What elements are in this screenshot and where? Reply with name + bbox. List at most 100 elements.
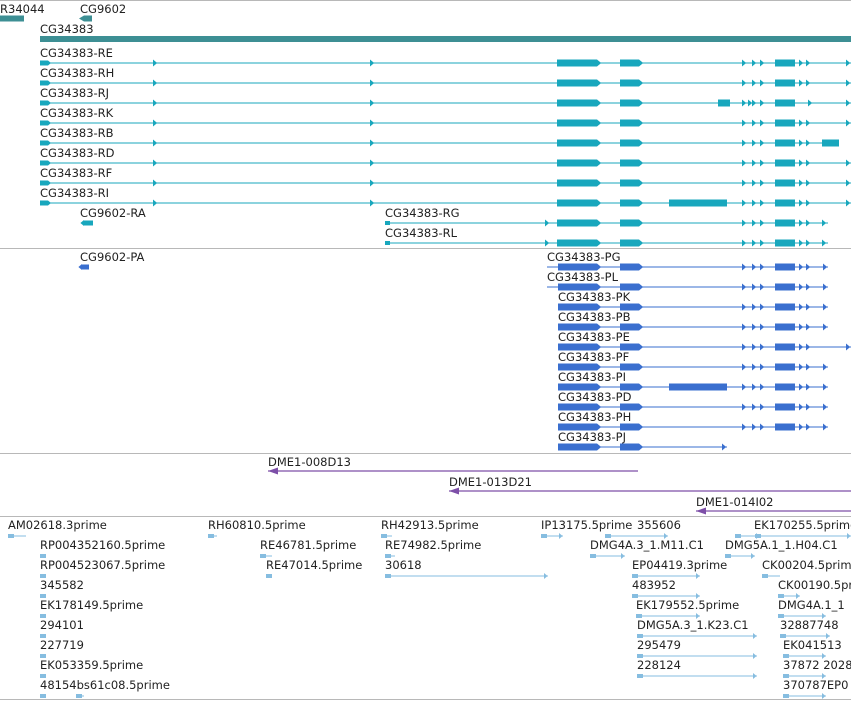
- bac-clone-label[interactable]: DME1-008D13: [268, 455, 351, 469]
- est-label[interactable]: 32887748: [780, 618, 839, 632]
- strand-arrow-right-icon: [806, 263, 811, 271]
- est-label[interactable]: IP13175.5prime: [541, 518, 632, 532]
- exon-block: [735, 534, 741, 538]
- strand-arrow-right-icon: [826, 633, 830, 639]
- strand-arrow-right-icon: [799, 79, 804, 87]
- transcript-label[interactable]: CG34383-RH: [40, 66, 114, 80]
- strand-arrow-right-icon: [48, 160, 51, 166]
- transcript-label[interactable]: CG34383-RL: [385, 226, 458, 240]
- strand-arrow-right-icon: [752, 219, 757, 227]
- strand-arrow-right-icon: [597, 363, 602, 371]
- protein-label[interactable]: CG9602-PA: [80, 250, 145, 264]
- est-label[interactable]: CK00190.5prime: [778, 578, 851, 592]
- est-label[interactable]: 355606: [637, 518, 681, 532]
- exon-block: [76, 694, 82, 698]
- transcript-label[interactable]: CG34383-RF: [40, 166, 112, 180]
- strand-arrow-right-icon: [753, 633, 757, 639]
- est-label[interactable]: EK041513: [783, 638, 842, 652]
- transcript-label[interactable]: CG34383-RE: [40, 46, 113, 60]
- est-label[interactable]: EK179552.5prime: [636, 598, 739, 612]
- transcript-label[interactable]: CG9602-RA: [80, 206, 146, 220]
- strand-arrow-right-icon: [639, 179, 644, 187]
- est-label[interactable]: CK00204.5prime: [762, 558, 851, 572]
- strand-arrow-right-icon: [752, 179, 757, 187]
- transcript-label[interactable]: CG34383-RI: [40, 186, 109, 200]
- protein-label[interactable]: CG34383-PG: [547, 250, 621, 264]
- est-label[interactable]: RE46781.5prime: [260, 538, 356, 552]
- est-label[interactable]: DMG4A.1_1: [778, 598, 845, 612]
- est-label[interactable]: EP04419.3prime: [632, 558, 727, 572]
- gene-label[interactable]: CR34044: [0, 2, 45, 16]
- strand-arrow-right-icon: [597, 403, 602, 411]
- protein-label[interactable]: CG34383-PJ: [558, 430, 626, 444]
- strand-arrow-right-icon: [559, 533, 563, 539]
- strand-arrow-right-icon: [752, 59, 757, 67]
- est-label[interactable]: 295479: [637, 638, 681, 652]
- est-label[interactable]: DMG5A.1_1.H04.C1: [725, 538, 838, 552]
- strand-arrow-right-icon: [822, 613, 826, 619]
- bac-clone-label[interactable]: DME1-013D21: [449, 475, 532, 489]
- transcript-label[interactable]: CG34383-RB: [40, 126, 114, 140]
- est-label[interactable]: EK053359.5prime: [40, 658, 143, 672]
- est-label[interactable]: DMG4A.3_1.M11.C1: [590, 538, 704, 552]
- transcript-label[interactable]: CG34383-RK: [40, 106, 114, 120]
- est-label[interactable]: EK178149.5prime: [40, 598, 143, 612]
- est-label[interactable]: 48154bs61c08.5prime: [40, 678, 170, 692]
- bac-clone-label[interactable]: DME1-014I02: [696, 495, 774, 509]
- strand-arrow-right-icon: [597, 99, 602, 107]
- strand-arrow-right-icon: [823, 323, 828, 331]
- exon-block: [783, 694, 789, 698]
- est-label[interactable]: 37872 2028: [783, 658, 851, 672]
- protein-label[interactable]: CG34383-PF: [558, 350, 629, 364]
- strand-arrow-right-icon: [799, 363, 804, 371]
- est-label[interactable]: 294101: [40, 618, 84, 632]
- strand-arrow-right-icon: [846, 119, 851, 127]
- gene-label[interactable]: CG9602: [80, 2, 126, 16]
- gene-label[interactable]: CG34383: [40, 22, 94, 36]
- strand-arrow-right-icon: [597, 383, 602, 391]
- strand-arrow-right-icon: [597, 219, 602, 227]
- exon-block: [385, 574, 391, 578]
- protein-label[interactable]: CG34383-PE: [558, 330, 630, 344]
- est-label[interactable]: EK170255.5prime: [754, 518, 851, 532]
- protein-label[interactable]: CG34383-PI: [558, 370, 626, 384]
- est-label[interactable]: AM02618.3prime: [8, 518, 107, 532]
- protein-label[interactable]: CG34383-PK: [558, 290, 631, 304]
- est-label[interactable]: RP004352160.5prime: [40, 538, 165, 552]
- strand-arrow-right-icon: [370, 159, 375, 167]
- strand-arrow-right-icon: [153, 179, 158, 187]
- transcript-label[interactable]: CG34383-RD: [40, 146, 115, 160]
- est-label[interactable]: RE47014.5prime: [266, 558, 362, 572]
- est-label[interactable]: 227719: [40, 638, 84, 652]
- strand-arrow-right-icon: [846, 199, 851, 207]
- strand-arrow-right-icon: [639, 139, 644, 147]
- strand-arrow-right-icon: [597, 343, 602, 351]
- est-label[interactable]: 30618: [385, 558, 422, 572]
- est-label[interactable]: RP004523067.5prime: [40, 558, 165, 572]
- transcript-label[interactable]: CG34383-RG: [385, 206, 460, 220]
- protein-label[interactable]: CG34383-PL: [547, 270, 619, 284]
- protein-label[interactable]: CG34383-PH: [558, 410, 631, 424]
- strand-arrow-left-icon: [268, 467, 278, 475]
- est-label[interactable]: RH60810.5prime: [208, 518, 306, 532]
- strand-arrow-right-icon: [742, 303, 747, 311]
- exon-block: [558, 303, 597, 311]
- est-label[interactable]: 483952: [632, 578, 676, 592]
- est-label[interactable]: RH42913.5prime: [381, 518, 479, 532]
- est-label[interactable]: 345582: [40, 578, 84, 592]
- exon-block: [620, 403, 639, 411]
- exon-block: [266, 574, 272, 578]
- transcript-label[interactable]: CG34383-RJ: [40, 86, 109, 100]
- est-label[interactable]: 370787EP0: [783, 678, 848, 692]
- protein-label[interactable]: CG34383-PB: [558, 310, 631, 324]
- strand-arrow-right-icon: [545, 239, 550, 247]
- strand-arrow-right-icon: [751, 553, 755, 559]
- protein-label[interactable]: CG34383-PD: [558, 390, 632, 404]
- strand-arrow-right-icon: [799, 119, 804, 127]
- est-label[interactable]: RE74982.5prime: [385, 538, 481, 552]
- strand-arrow-right-icon: [799, 383, 804, 391]
- strand-arrow-right-icon: [742, 199, 747, 207]
- est-label[interactable]: DMG5A.3_1.K23.C1: [637, 618, 749, 632]
- est-label[interactable]: 228124: [637, 658, 681, 672]
